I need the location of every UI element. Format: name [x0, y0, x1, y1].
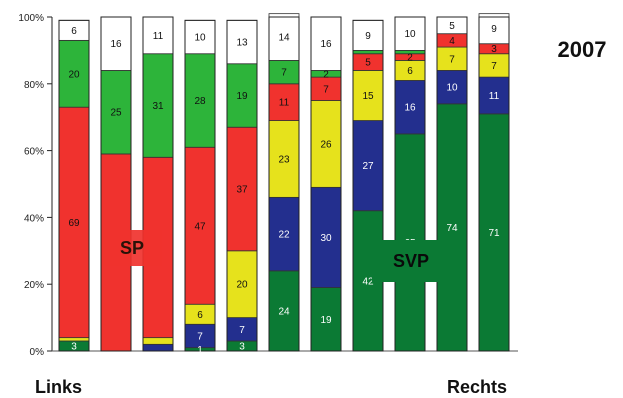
bar-segment-white [142, 16, 174, 55]
svp-annotation-box [372, 240, 450, 282]
bar-outline [478, 16, 510, 352]
segment-label-white: 11 [153, 31, 164, 42]
bar-segment-light_green [58, 39, 90, 108]
segment-label-yellow: 6 [197, 310, 203, 321]
segment-label-dark_green: 3 [71, 341, 77, 352]
bar-segment-yellow [310, 100, 342, 188]
y-tick-label: 40% [24, 213, 44, 224]
bar-segment-dark_green [436, 103, 468, 352]
segment-label-light_green: 2 [323, 69, 329, 80]
segment-label-red: 47 [194, 221, 206, 232]
bar-segment-blue [352, 120, 384, 212]
bar-outline [58, 19, 90, 352]
bar-outline [184, 19, 216, 352]
segment-label-white: 10 [404, 29, 416, 40]
segment-label-white: 6 [71, 26, 77, 37]
bar-segment-blue [436, 70, 468, 105]
segment-label-blue: 11 [489, 91, 500, 102]
bar-segment-white [226, 19, 258, 65]
bar-segment-blue [142, 343, 174, 352]
sp-annotation-box [102, 230, 162, 266]
segment-label-light_green: 20 [68, 69, 80, 80]
bar-outline [100, 16, 132, 352]
segment-label-white: 13 [236, 38, 248, 49]
segment-label-red: 3 [491, 44, 497, 55]
segment-label-red: 4 [449, 36, 455, 47]
segment-label-yellow: 6 [407, 66, 413, 77]
bar-segment-yellow [352, 70, 384, 121]
y-tick-label: 60% [24, 147, 44, 158]
bar-segment-red [268, 83, 300, 121]
segment-label-light_green: 31 [152, 101, 164, 112]
bar-outline [394, 16, 426, 352]
chart-title: 2007 [558, 37, 607, 62]
segment-label-dark_green: 74 [446, 223, 458, 234]
segment-label-white: 5 [449, 21, 455, 32]
segment-label-yellow: 20 [236, 280, 248, 291]
bar-outline [268, 16, 300, 352]
segment-label-red: 7 [323, 84, 329, 95]
segment-label-blue: 27 [362, 161, 374, 172]
segment-label-white: 16 [110, 39, 122, 50]
segment-label-yellow: 26 [320, 139, 332, 150]
bar-segment-white [184, 19, 216, 55]
segment-label-light_green: 25 [110, 108, 122, 119]
svp-annotation: SVP [372, 240, 450, 282]
y-tick-label: 20% [24, 280, 44, 291]
segment-label-blue: 7 [197, 331, 203, 342]
segment-label-blue: 10 [446, 83, 458, 94]
segment-label-light_green: 7 [281, 68, 287, 79]
segment-label-dark_green: 3 [239, 341, 245, 352]
segment-label-dark_green: 71 [488, 228, 500, 239]
segment-label-blue: 7 [239, 325, 245, 336]
segment-label-red: 2 [407, 53, 413, 64]
bars [58, 13, 510, 352]
segment-label-red: 69 [68, 218, 80, 229]
bar-segment-yellow [58, 337, 90, 342]
bar-outline [310, 16, 342, 352]
bar-outline [142, 16, 174, 352]
sp-annotation-text: SP [120, 238, 144, 258]
bar-segment-blue [268, 196, 300, 272]
bar-outline [436, 16, 468, 352]
segment-label-dark_green: 24 [278, 306, 290, 317]
sp-annotation: SP [102, 230, 162, 266]
bar-segment-red [58, 106, 90, 339]
bar-segment-light_green [352, 50, 384, 55]
segment-label-white: 14 [278, 33, 290, 44]
segment-label-dark_green: 19 [320, 315, 332, 326]
bar-segment-white [394, 16, 426, 51]
segment-label-white: 16 [320, 39, 332, 50]
bar-segment-dark_green [310, 287, 342, 352]
segment-label-white: 10 [194, 33, 206, 44]
svp-annotation-text: SVP [393, 251, 429, 271]
segment-label-blue: 30 [320, 233, 332, 244]
segment-label-red: 11 [279, 98, 290, 109]
segment-label-yellow: 7 [491, 61, 497, 72]
segment-label-yellow: 7 [449, 54, 455, 65]
segment-label-dark_green: 42 [362, 276, 374, 287]
y-tick-label: 100% [18, 13, 44, 24]
x-label-left: Links [35, 377, 82, 397]
segment-label-light_green: 19 [236, 91, 248, 102]
segment-label-white: 9 [491, 24, 497, 35]
x-label-right: Rechts [447, 377, 507, 397]
segment-label-blue: 22 [278, 230, 290, 241]
segment-label-white: 9 [365, 31, 371, 42]
bar-outline [352, 19, 384, 352]
segment-label-red: 37 [236, 185, 248, 196]
segment-label-red: 5 [365, 58, 371, 69]
segment-label-blue: 16 [404, 103, 416, 114]
segment-label-light_green: 28 [194, 96, 206, 107]
y-tick-label: 80% [24, 80, 44, 91]
bar-segment-yellow [142, 337, 174, 345]
y-tick-label: 0% [30, 347, 45, 358]
bar-segment-white [352, 19, 384, 51]
bar-outline [226, 19, 258, 352]
segment-label-dark_green: 1 [197, 345, 203, 356]
segment-label-yellow: 23 [278, 154, 290, 165]
segment-label-yellow: 15 [362, 91, 374, 102]
